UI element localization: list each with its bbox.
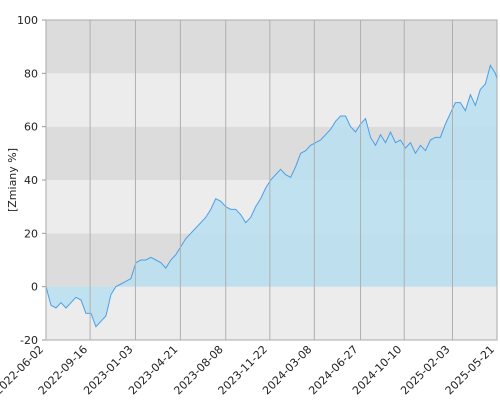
y-tick-label: 100 — [17, 14, 38, 27]
y-tick-label: -20 — [20, 334, 38, 347]
y-tick-label: 60 — [24, 121, 38, 134]
y-tick-label: 40 — [24, 174, 38, 187]
line — [45, 64, 498, 328]
y-axis-label: [Zmiany %] — [6, 148, 19, 212]
grid-band — [46, 286, 497, 340]
grid-band — [46, 73, 497, 127]
y-tick-label: 80 — [24, 67, 38, 80]
area — [46, 65, 497, 327]
y-tick-label: 0 — [31, 281, 38, 294]
y-tick-label: 20 — [24, 227, 38, 240]
plot-frame — [45, 19, 498, 341]
grid-band — [46, 20, 497, 74]
